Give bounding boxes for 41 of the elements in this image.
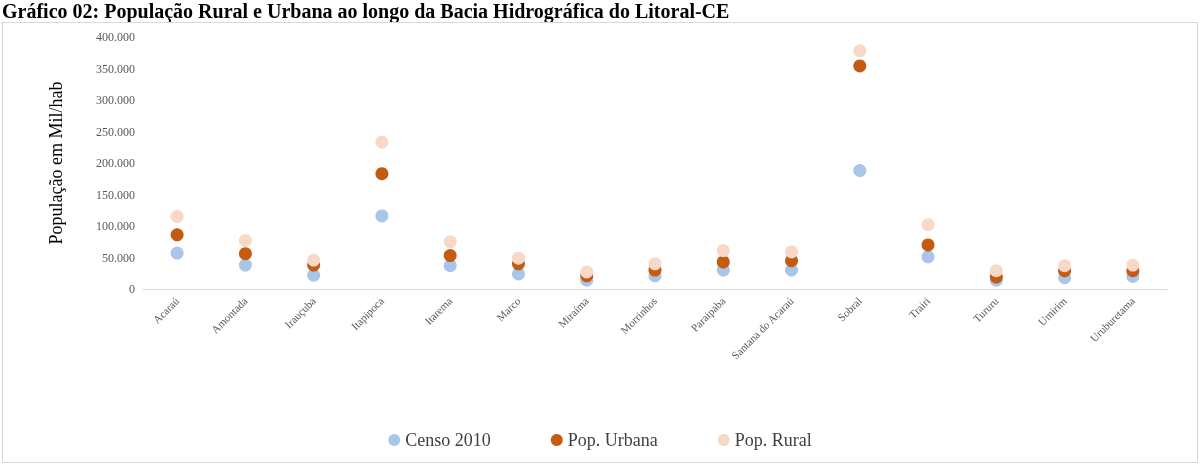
point <box>1126 258 1140 272</box>
y-tick-label: 350.000 <box>96 61 135 76</box>
y-axis-title: População em Mil/hab <box>46 81 66 245</box>
legend-label: Pop. Urbana <box>567 430 658 450</box>
point <box>443 235 457 249</box>
point <box>170 246 184 260</box>
point <box>921 218 935 232</box>
point <box>238 258 252 272</box>
y-tick-label: 0 <box>129 282 135 296</box>
chart-title: Gráfico 02: População Rural e Urbana ao longo da Bacia Hidrográfica do Litoral-CE <box>1 0 731 22</box>
point <box>580 265 594 279</box>
point <box>375 209 389 223</box>
point <box>238 247 252 261</box>
point <box>921 250 935 264</box>
point <box>853 164 867 178</box>
point <box>375 167 389 181</box>
y-tick-label: 250.000 <box>96 124 135 139</box>
point <box>238 233 252 247</box>
point <box>921 238 935 252</box>
point <box>511 251 525 265</box>
point <box>853 59 867 73</box>
point <box>375 135 389 149</box>
point <box>170 228 184 242</box>
point <box>443 249 457 263</box>
legend-label: Censo 2010 <box>405 430 491 450</box>
point <box>170 210 184 224</box>
y-tick-label: 100.000 <box>96 219 135 233</box>
point <box>648 257 662 271</box>
y-tick-label: 50.000 <box>102 250 135 265</box>
legend-label: Pop. Rural <box>734 430 812 450</box>
point <box>716 255 730 269</box>
y-tick-label: 200.000 <box>96 156 135 170</box>
point <box>307 253 321 267</box>
point <box>989 264 1003 278</box>
y-tick-label: 300.000 <box>96 93 135 107</box>
point <box>853 44 867 58</box>
y-tick-label: 400.000 <box>96 30 135 44</box>
point <box>716 244 730 258</box>
point <box>1058 259 1072 273</box>
point <box>785 245 799 259</box>
y-tick-label: 150.000 <box>96 187 135 202</box>
